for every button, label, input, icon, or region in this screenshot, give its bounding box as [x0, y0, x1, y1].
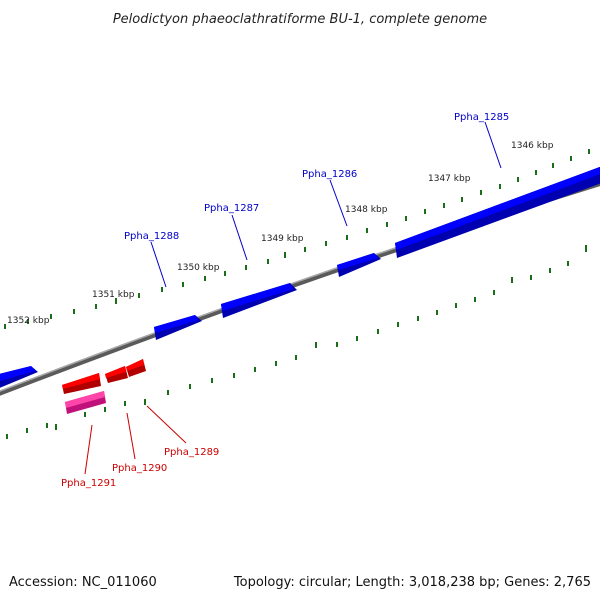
label-ppha-1290[interactable]: Ppha_1290 [112, 463, 167, 474]
gene-ppha-1289[interactable] [126, 359, 146, 377]
outer-tick-ring [4, 149, 590, 329]
label-ppha-1288[interactable]: Ppha_1288 [124, 231, 179, 242]
tick-label-1349: 1349 kbp [261, 234, 304, 244]
gene-ppha-1287[interactable] [221, 283, 297, 318]
inner-tick-ring [6, 245, 587, 439]
leader-ppha-1286 [329, 179, 348, 227]
gene-unlabeled-left[interactable] [0, 366, 38, 389]
label-ppha-1285[interactable]: Ppha_1285 [454, 112, 509, 123]
leader-ppha-1287 [231, 214, 248, 261]
gene-ppha-1285[interactable] [395, 165, 600, 258]
map-title: Pelodictyon phaeoclathratiforme BU-1, co… [113, 12, 487, 27]
label-ppha-1286[interactable]: Ppha_1286 [302, 169, 357, 180]
gene-pink-feature[interactable] [65, 391, 106, 414]
leader-ppha-1291 [84, 424, 93, 475]
tick-label-1351: 1351 kbp [92, 290, 135, 300]
gene-ppha-1286[interactable] [337, 253, 381, 277]
leader-ppha-1289 [146, 405, 187, 444]
tick-label-1346: 1346 kbp [511, 141, 554, 151]
tick-label-1347: 1347 kbp [428, 174, 471, 184]
gene-ppha-1291[interactable] [62, 373, 101, 394]
label-ppha-1289[interactable]: Ppha_1289 [164, 447, 219, 458]
leader-ppha-1288 [150, 241, 167, 288]
label-ppha-1287[interactable]: Ppha_1287 [204, 203, 259, 214]
label-ppha-1291[interactable]: Ppha_1291 [61, 478, 116, 489]
tick-label-1350: 1350 kbp [177, 263, 220, 273]
gene-ppha-1290[interactable] [105, 366, 128, 383]
gene-ppha-1288[interactable] [154, 315, 202, 340]
tick-label-1348: 1348 kbp [345, 205, 388, 215]
accession-text: Accession: NC_011060 [9, 575, 157, 590]
tick-label-1352: 1352 kbp [7, 316, 50, 326]
leader-ppha-1285 [484, 121, 502, 169]
genome-summary-text: Topology: circular; Length: 3,018,238 bp… [233, 575, 591, 590]
leader-ppha-1290 [126, 412, 136, 460]
